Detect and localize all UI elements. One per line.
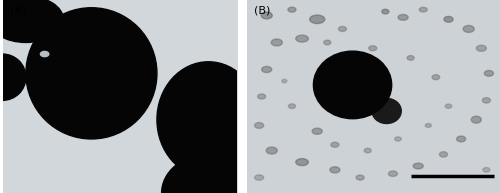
Ellipse shape	[258, 94, 266, 99]
Text: (B): (B)	[254, 6, 270, 16]
Ellipse shape	[482, 98, 490, 103]
Ellipse shape	[382, 9, 389, 14]
Ellipse shape	[296, 159, 308, 166]
Ellipse shape	[0, 54, 26, 100]
Ellipse shape	[261, 12, 272, 19]
Ellipse shape	[463, 25, 474, 32]
Ellipse shape	[26, 8, 157, 139]
Ellipse shape	[0, 0, 64, 42]
Ellipse shape	[432, 75, 440, 80]
Ellipse shape	[398, 14, 408, 20]
Ellipse shape	[372, 98, 402, 124]
Ellipse shape	[271, 39, 282, 46]
Ellipse shape	[445, 104, 452, 108]
Ellipse shape	[483, 168, 490, 172]
Ellipse shape	[282, 79, 287, 83]
Ellipse shape	[314, 51, 392, 119]
Ellipse shape	[296, 35, 308, 42]
Ellipse shape	[444, 16, 453, 22]
Ellipse shape	[368, 46, 377, 51]
Ellipse shape	[440, 152, 448, 157]
Ellipse shape	[331, 142, 339, 147]
Ellipse shape	[310, 15, 325, 24]
Ellipse shape	[388, 171, 398, 176]
Ellipse shape	[312, 128, 322, 134]
Ellipse shape	[394, 137, 402, 141]
Ellipse shape	[262, 66, 272, 73]
Ellipse shape	[254, 123, 264, 128]
Ellipse shape	[330, 167, 340, 173]
Ellipse shape	[364, 148, 371, 153]
Ellipse shape	[476, 45, 486, 51]
Ellipse shape	[254, 175, 264, 180]
Ellipse shape	[338, 26, 346, 31]
Ellipse shape	[413, 163, 424, 169]
Ellipse shape	[484, 70, 494, 76]
Ellipse shape	[40, 51, 49, 57]
Ellipse shape	[266, 147, 278, 154]
Ellipse shape	[419, 7, 428, 12]
Ellipse shape	[471, 116, 482, 123]
Ellipse shape	[426, 124, 432, 127]
Ellipse shape	[162, 154, 255, 193]
Ellipse shape	[407, 56, 414, 60]
Ellipse shape	[324, 40, 331, 45]
Ellipse shape	[356, 175, 364, 180]
Ellipse shape	[288, 7, 296, 12]
Ellipse shape	[157, 62, 260, 178]
Ellipse shape	[288, 104, 296, 108]
Ellipse shape	[456, 136, 466, 142]
Text: (A): (A)	[10, 6, 26, 16]
